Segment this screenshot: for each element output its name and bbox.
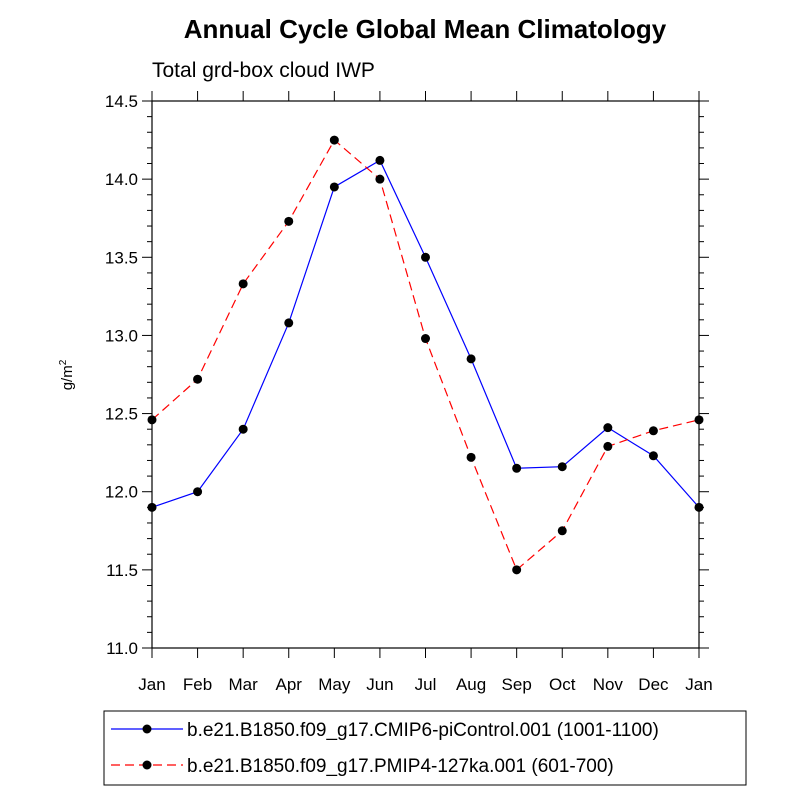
x-tick-label: Apr bbox=[276, 675, 303, 694]
x-tick-label: Dec bbox=[638, 675, 669, 694]
chart-subtitle: Total grd-box cloud IWP bbox=[152, 59, 375, 82]
data-point bbox=[421, 252, 430, 262]
legend-label: b.e21.B1850.f09_g17.PMIP4-127ka.001 (601… bbox=[187, 756, 614, 777]
x-tick-label: Jul bbox=[415, 675, 437, 694]
y-axis-label: g/m2 bbox=[58, 359, 76, 390]
data-point bbox=[329, 135, 339, 145]
y-tick-label: 12.0 bbox=[105, 483, 138, 502]
plot-frame bbox=[151, 100, 700, 649]
axis-ticks bbox=[142, 91, 709, 658]
data-point bbox=[284, 318, 294, 328]
legend-label: b.e21.B1850.f09_g17.CMIP6-piControl.001 … bbox=[187, 720, 659, 741]
y-tick-label: 12.5 bbox=[105, 405, 138, 424]
legend-items: b.e21.B1850.f09_g17.CMIP6-piControl.001 … bbox=[111, 720, 659, 777]
data-point bbox=[603, 423, 613, 433]
data-point bbox=[603, 441, 613, 451]
series-line bbox=[151, 159, 700, 508]
legend-entry-1: b.e21.B1850.f09_g17.CMIP6-piControl.001 … bbox=[111, 720, 659, 741]
data-point bbox=[147, 415, 157, 425]
y-axis-label-main: g/m bbox=[59, 365, 76, 390]
y-tick-label: 14.5 bbox=[105, 92, 138, 111]
x-tick-label: Jan bbox=[138, 675, 165, 694]
data-point bbox=[238, 424, 248, 434]
data-point bbox=[284, 216, 294, 226]
data-point bbox=[694, 415, 704, 425]
data-point bbox=[648, 426, 658, 436]
data-point bbox=[557, 526, 567, 536]
x-tick-label: Mar bbox=[229, 675, 259, 694]
data-point bbox=[147, 502, 157, 512]
data-point bbox=[375, 155, 385, 165]
legend-marker bbox=[142, 724, 152, 734]
chart-title: Annual Cycle Global Mean Climatology bbox=[184, 14, 667, 44]
data-point bbox=[648, 451, 658, 461]
legend-marker bbox=[142, 760, 152, 770]
data-point bbox=[512, 565, 522, 575]
data-point bbox=[512, 463, 522, 473]
x-tick-label: Jan bbox=[685, 675, 712, 694]
data-point bbox=[466, 452, 476, 462]
y-tick-label: 11.0 bbox=[106, 639, 138, 658]
x-tick-label: Aug bbox=[456, 675, 486, 694]
data-point bbox=[466, 354, 476, 364]
data-point bbox=[375, 174, 385, 184]
x-tick-label: Nov bbox=[593, 675, 624, 694]
data-point bbox=[329, 182, 339, 192]
x-tick-label: May bbox=[318, 675, 351, 694]
y-tick-label: 13.5 bbox=[105, 248, 138, 267]
x-tick-label: Jun bbox=[366, 675, 393, 694]
legend bbox=[103, 710, 747, 786]
axis-tick-labels: 11.0 11.5 12.0 12.5 13.0 13.5 14.0 14.5 Jan Feb Ma… bbox=[105, 92, 713, 694]
x-tick-label: Sep bbox=[502, 675, 532, 694]
series-1 bbox=[147, 155, 704, 512]
y-tick-label: 11.5 bbox=[106, 561, 138, 580]
data-point bbox=[557, 462, 567, 472]
series-layer bbox=[147, 135, 704, 575]
x-tick-label: Oct bbox=[549, 675, 576, 694]
legend-entry-2: b.e21.B1850.f09_g17.PMIP4-127ka.001 (601… bbox=[111, 756, 614, 777]
data-point bbox=[238, 279, 248, 289]
x-tick-label: Feb bbox=[183, 675, 212, 694]
data-point bbox=[193, 374, 203, 384]
y-tick-label: 14.0 bbox=[105, 170, 138, 189]
series-2 bbox=[147, 135, 704, 575]
y-axis-label-superscript: 2 bbox=[58, 359, 69, 365]
data-point bbox=[193, 487, 203, 497]
y-tick-label: 13.0 bbox=[105, 326, 138, 345]
data-point bbox=[421, 334, 430, 344]
series-line bbox=[151, 139, 700, 571]
data-point bbox=[694, 502, 704, 512]
